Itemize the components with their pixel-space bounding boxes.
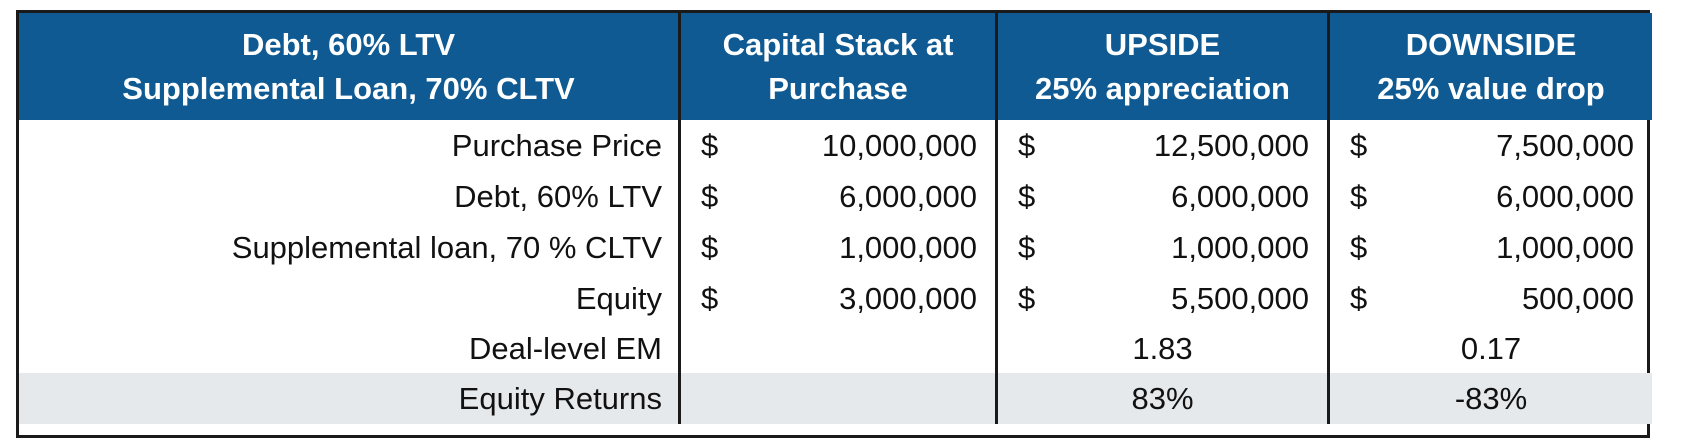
purchase-cell: $ 3,000,000 [678,273,995,324]
upside-em: 1.83 [995,324,1327,373]
amount: 6,000,000 [1496,178,1634,214]
amount: 12,500,000 [1153,127,1309,163]
currency-symbol: $ [1018,229,1036,265]
currency-symbol: $ [701,280,719,316]
header-line: 25% appreciation [1035,70,1290,106]
upside-cell: $ 12,500,000 [995,120,1327,171]
header-line: Debt, 60% LTV [241,26,456,62]
amount: 1,000,000 [1496,229,1634,265]
amount: 1,000,000 [839,229,977,265]
upside-cell: $ 5,500,000 [995,273,1327,324]
upside-cell: $ 1,000,000 [995,222,1327,273]
amount: 7,500,000 [1496,127,1634,163]
purchase-cell: $ 6,000,000 [678,171,995,222]
header-downside: DOWNSIDE 25% value drop [1327,13,1652,120]
header-capital-stack: Capital Stack at Purchase [678,13,995,120]
purchase-cell-empty [678,373,995,424]
header-upside: UPSIDE 25% appreciation [995,13,1327,120]
amount: 5,500,000 [1171,280,1309,316]
row-label: Supplemental loan, 70 % CLTV [231,229,662,265]
row-label: Purchase Price [451,127,662,163]
purchase-cell: $ 10,000,000 [678,120,995,171]
header-line: Capital Stack at [722,26,954,62]
header-scenario: Debt, 60% LTV Supplemental Loan, 70% CLT… [19,13,678,120]
downside-cell: $ 6,000,000 [1327,171,1652,222]
amount: 3,000,000 [839,280,977,316]
purchase-cell: $ 1,000,000 [678,222,995,273]
downside-returns: -83% [1327,373,1652,424]
row-label: Equity [575,280,662,316]
downside-cell: $ 7,500,000 [1327,120,1652,171]
amount: 10,000,000 [821,127,977,163]
upside-cell: $ 6,000,000 [995,171,1327,222]
header-line: UPSIDE [1104,26,1221,62]
currency-symbol: $ [1018,280,1036,316]
amount: 6,000,000 [839,178,977,214]
currency-symbol: $ [701,127,719,163]
amount: 1,000,000 [1171,229,1309,265]
amount: 6,000,000 [1171,178,1309,214]
currency-symbol: $ [1350,127,1368,163]
currency-symbol: $ [1018,127,1036,163]
amount: 500,000 [1521,280,1634,316]
header-line: Purchase [768,70,908,106]
currency-symbol: $ [701,178,719,214]
currency-symbol: $ [1018,178,1036,214]
downside-em: 0.17 [1327,324,1652,373]
header-line: DOWNSIDE [1405,26,1577,62]
currency-symbol: $ [1350,229,1368,265]
currency-symbol: $ [1350,280,1368,316]
downside-cell: $ 500,000 [1327,273,1652,324]
header-line: 25% value drop [1377,70,1605,106]
capital-stack-table: Debt, 60% LTV Supplemental Loan, 70% CLT… [16,10,1652,438]
purchase-cell-empty [678,324,995,373]
header-line: Supplemental Loan, 70% CLTV [122,70,575,106]
row-label: Debt, 60% LTV [454,178,662,214]
currency-symbol: $ [701,229,719,265]
downside-cell: $ 1,000,000 [1327,222,1652,273]
upside-returns: 83% [995,373,1327,424]
row-label: Equity Returns [19,373,678,424]
row-label: Deal-level EM [469,330,662,366]
currency-symbol: $ [1350,178,1368,214]
